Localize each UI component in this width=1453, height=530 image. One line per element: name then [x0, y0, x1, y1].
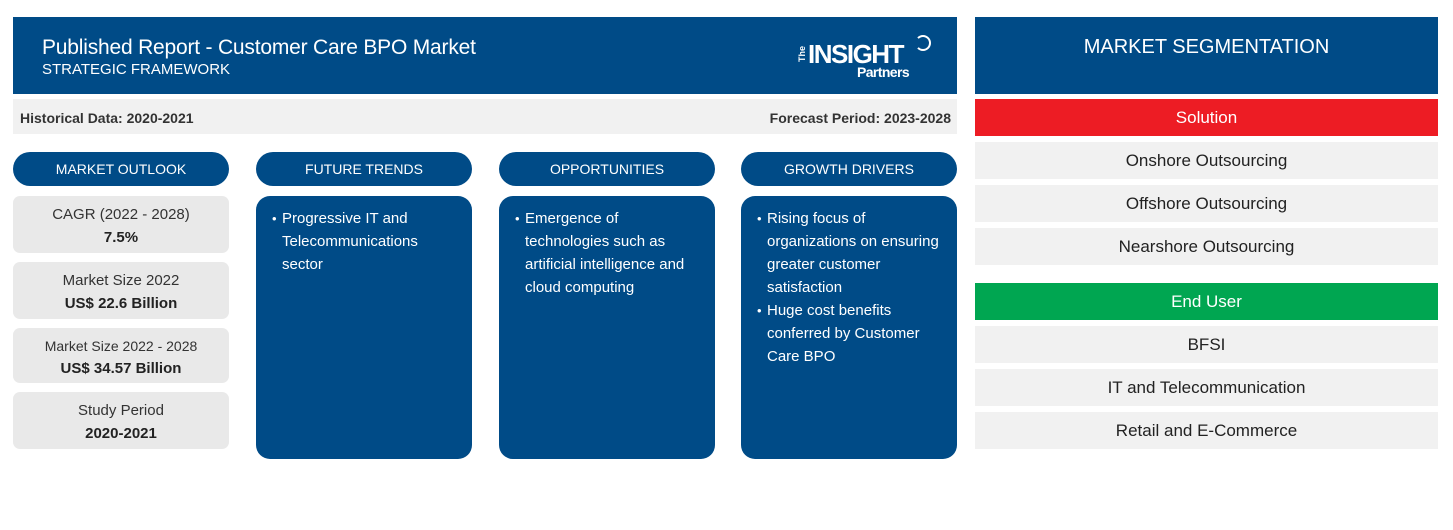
logo-the-text: The — [797, 45, 807, 62]
study-period-value: 2020-2021 — [85, 425, 157, 442]
report-subtitle: STRATEGIC FRAMEWORK — [42, 61, 231, 78]
opportunities-box: Emergence of technologies such as artifi… — [499, 196, 715, 459]
study-period-card: Study Period 2020-2021 — [13, 392, 229, 449]
cagr-value: 7.5% — [103, 229, 139, 246]
historical-data: Historical Data: 2020-2021 — [20, 110, 194, 126]
insight-partners-logo: The INSIGHT Partners — [797, 31, 937, 83]
opportunities-header: OPPORTUNITIES — [499, 152, 715, 186]
study-period-label: Study Period — [78, 402, 164, 419]
cagr-card: CAGR (2022 - 2028) 7.5% — [13, 196, 229, 253]
segment-category-solution: Solution — [975, 99, 1438, 136]
logo-insight-text: INSIGHT — [808, 39, 904, 69]
cagr-label: CAGR (2022 - 2028) — [52, 206, 190, 223]
growth-driver-item: Rising focus of organizations on ensurin… — [751, 207, 947, 299]
logo-ring-icon — [915, 35, 931, 51]
segment-item: Onshore Outsourcing — [975, 142, 1438, 179]
opportunity-item: Emergence of technologies such as artifi… — [509, 207, 705, 299]
future-trends-header: FUTURE TRENDS — [256, 152, 472, 186]
growth-driver-item: Huge cost benefits conferred by Customer… — [751, 299, 947, 368]
segment-item: IT and Telecommunication — [975, 369, 1438, 406]
report-header: Published Report - Customer Care BPO Mar… — [13, 17, 957, 94]
report-title: Published Report - Customer Care BPO Mar… — [42, 36, 476, 59]
market-size-2022-value: US$ 22.6 Billion — [64, 295, 178, 312]
future-trends-box: Progressive IT and Telecommunications se… — [256, 196, 472, 459]
market-outlook-header: MARKET OUTLOOK — [13, 152, 229, 186]
growth-drivers-header: GROWTH DRIVERS — [741, 152, 957, 186]
segment-item: Nearshore Outsourcing — [975, 228, 1438, 265]
market-size-2022-label: Market Size 2022 — [62, 272, 180, 289]
segment-item: Offshore Outsourcing — [975, 185, 1438, 222]
segment-category-end-user: End User — [975, 283, 1438, 320]
forecast-period: Forecast Period: 2023-2028 — [769, 110, 951, 126]
logo-partners-text: Partners — [857, 64, 910, 80]
growth-drivers-box: Rising focus of organizations on ensurin… — [741, 196, 957, 459]
market-segmentation-title: MARKET SEGMENTATION — [975, 17, 1438, 94]
segment-item: BFSI — [975, 326, 1438, 363]
period-info-bar: Historical Data: 2020-2021 Forecast Peri… — [13, 99, 957, 134]
market-size-2022-card: Market Size 2022 US$ 22.6 Billion — [13, 262, 229, 319]
future-trend-item: Progressive IT and Telecommunications se… — [266, 207, 462, 276]
market-size-2028-card: Market Size 2022 - 2028 US$ 34.57 Billio… — [13, 328, 229, 383]
market-size-2028-label: Market Size 2022 - 2028 — [44, 338, 198, 354]
market-size-2028-value: US$ 34.57 Billion — [60, 360, 182, 377]
segment-item: Retail and E-Commerce — [975, 412, 1438, 449]
